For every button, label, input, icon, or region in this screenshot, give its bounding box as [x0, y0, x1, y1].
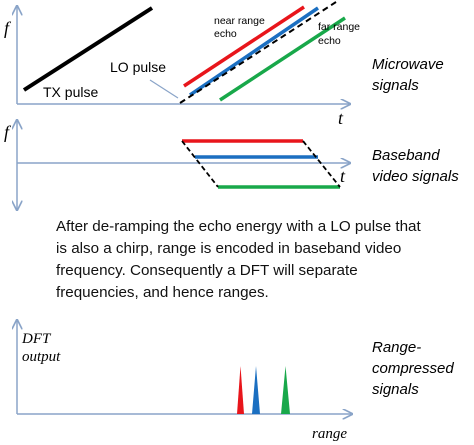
- microwave-panel: f t TX pulse LO pulse near range echo fa…: [4, 1, 444, 128]
- baseband-side-label-2: video signals: [372, 168, 459, 185]
- baseband-y-label: f: [4, 122, 12, 142]
- mid-range-peak: [252, 366, 260, 414]
- dft-side-label-3: signals: [372, 381, 419, 398]
- microwave-side-label-2: signals: [372, 77, 419, 94]
- far-range-peak: [281, 366, 290, 414]
- near-range-peak: [237, 366, 244, 414]
- dft-x-label: range: [312, 426, 347, 442]
- mid-echo-line: [189, 6, 319, 97]
- baseband-end-edge: [302, 140, 341, 188]
- dft-panel: DFT output range Range- compressed signa…: [17, 320, 454, 442]
- lo-pulse-line: [179, 1, 337, 104]
- dft-y-label-2: output: [22, 349, 61, 365]
- microwave-x-label: t: [338, 108, 344, 128]
- near-range-label-2: echo: [214, 28, 237, 40]
- baseband-x-label: t: [340, 166, 346, 186]
- far-range-label-1: far range: [318, 21, 360, 33]
- explanation-caption: After de-ramping the echo energy with a …: [56, 218, 421, 301]
- baseband-panel: f t Baseband video signals: [4, 120, 459, 210]
- near-range-label-1: near range: [214, 15, 265, 27]
- lo-pulse-pointer: [149, 79, 179, 99]
- baseband-start-edge: [181, 140, 219, 188]
- far-echo-line: [219, 16, 346, 102]
- far-range-label-2: echo: [318, 35, 341, 47]
- microwave-y-label: f: [4, 18, 12, 38]
- tx-pulse-label: TX pulse: [43, 84, 98, 100]
- near-echo-line: [183, 5, 305, 88]
- tx-pulse-line: [22, 6, 154, 92]
- microwave-side-label-1: Microwave: [372, 56, 444, 73]
- dft-y-label-1: DFT: [21, 331, 52, 347]
- dft-side-label-1: Range-: [372, 339, 421, 356]
- baseband-side-label-1: Baseband: [372, 147, 440, 164]
- lo-pulse-label: LO pulse: [110, 59, 166, 75]
- dft-side-label-2: compressed: [372, 360, 454, 377]
